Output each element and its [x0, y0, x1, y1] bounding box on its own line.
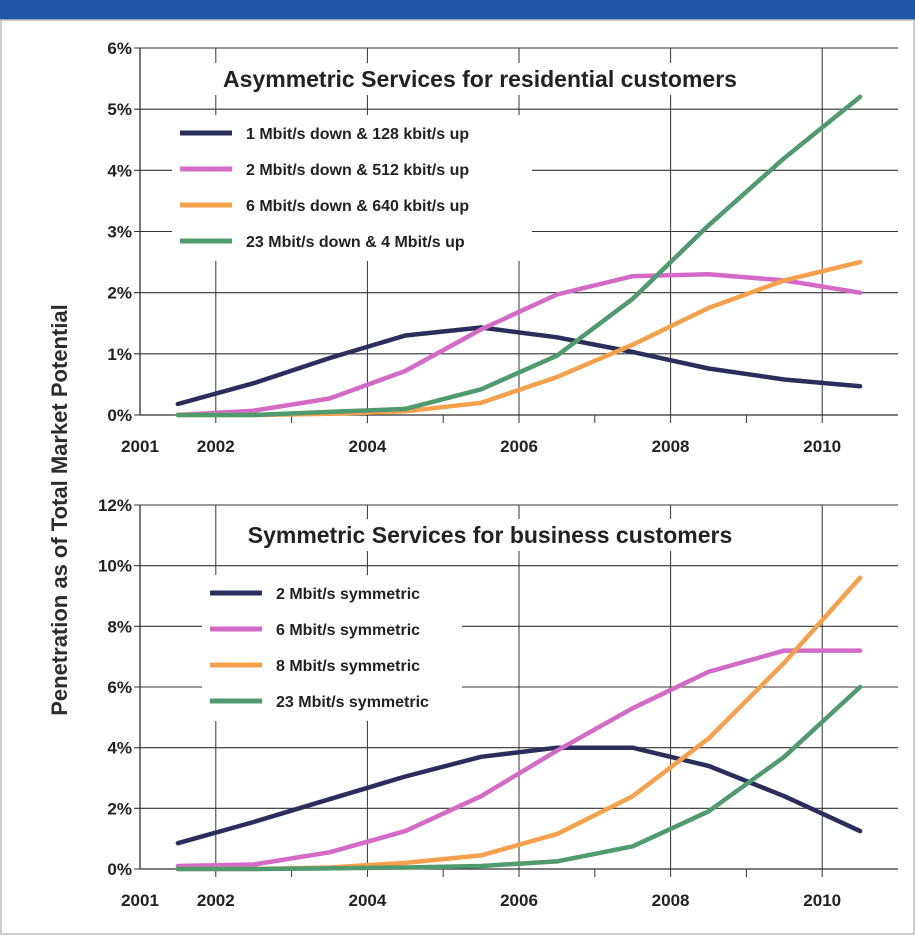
- series-line: [175, 94, 863, 418]
- y-tick-label: 2%: [107, 799, 132, 818]
- x-tick-label: 2004: [348, 891, 386, 910]
- legend-label: 6 Mbit/s down & 640 kbit/s up: [246, 198, 469, 215]
- top-accent-bar: [0, 0, 915, 20]
- y-tick-label: 12%: [98, 496, 132, 515]
- x-tick-label: 2004: [348, 437, 386, 456]
- x-tick-label: 2006: [500, 437, 538, 456]
- legend-label: 2 Mbit/s symmetric: [276, 586, 420, 603]
- x-tick-label: 2002: [197, 891, 235, 910]
- y-tick-label: 6%: [107, 678, 132, 697]
- y-tick-label: 1%: [107, 345, 132, 364]
- x-tick-label: 2010: [803, 437, 841, 456]
- y-tick-label: 0%: [107, 406, 132, 425]
- y-tick-label: 10%: [98, 557, 132, 576]
- legend-background: [172, 115, 532, 261]
- y-tick-label: 4%: [107, 161, 132, 180]
- series-line: [175, 648, 863, 869]
- legend-label: 8 Mbit/s symmetric: [276, 658, 420, 675]
- x-tick-label: 2008: [652, 437, 690, 456]
- chart-title-background: [220, 519, 760, 551]
- y-tick-label: 5%: [107, 100, 132, 119]
- legend-label: 23 Mbit/s down & 4 Mbit/s up: [246, 234, 465, 251]
- outer-border: [0, 19, 915, 935]
- legend-background: [202, 575, 462, 721]
- x-tick-label: 2001: [121, 891, 159, 910]
- series-line: [175, 684, 863, 872]
- x-tick-label: 2008: [652, 891, 690, 910]
- x-tick-label: 2010: [803, 891, 841, 910]
- legend-label: 23 Mbit/s symmetric: [276, 694, 429, 711]
- y-tick-label: 2%: [107, 284, 132, 303]
- chart-title: Symmetric Services for business customer…: [248, 522, 733, 548]
- x-tick-label: 2002: [197, 437, 235, 456]
- x-tick-label: 2006: [500, 891, 538, 910]
- y-tick-label: 8%: [107, 617, 132, 636]
- x-tick-label: 2001: [121, 437, 159, 456]
- chart-title: Asymmetric Services for residential cust…: [223, 66, 737, 92]
- legend-label: 6 Mbit/s symmetric: [276, 622, 420, 639]
- series-line: [175, 325, 863, 407]
- legend-label: 2 Mbit/s down & 512 kbit/s up: [246, 162, 469, 179]
- y-tick-label: 0%: [107, 860, 132, 879]
- chart-title-background: [210, 63, 750, 95]
- y-tick-label: 6%: [107, 39, 132, 58]
- y-tick-label: 4%: [107, 739, 132, 758]
- y-tick-label: 3%: [107, 223, 132, 242]
- series-line: [175, 745, 863, 846]
- series-line: [175, 272, 863, 418]
- legend-label: 1 Mbit/s down & 128 kbit/s up: [246, 126, 469, 143]
